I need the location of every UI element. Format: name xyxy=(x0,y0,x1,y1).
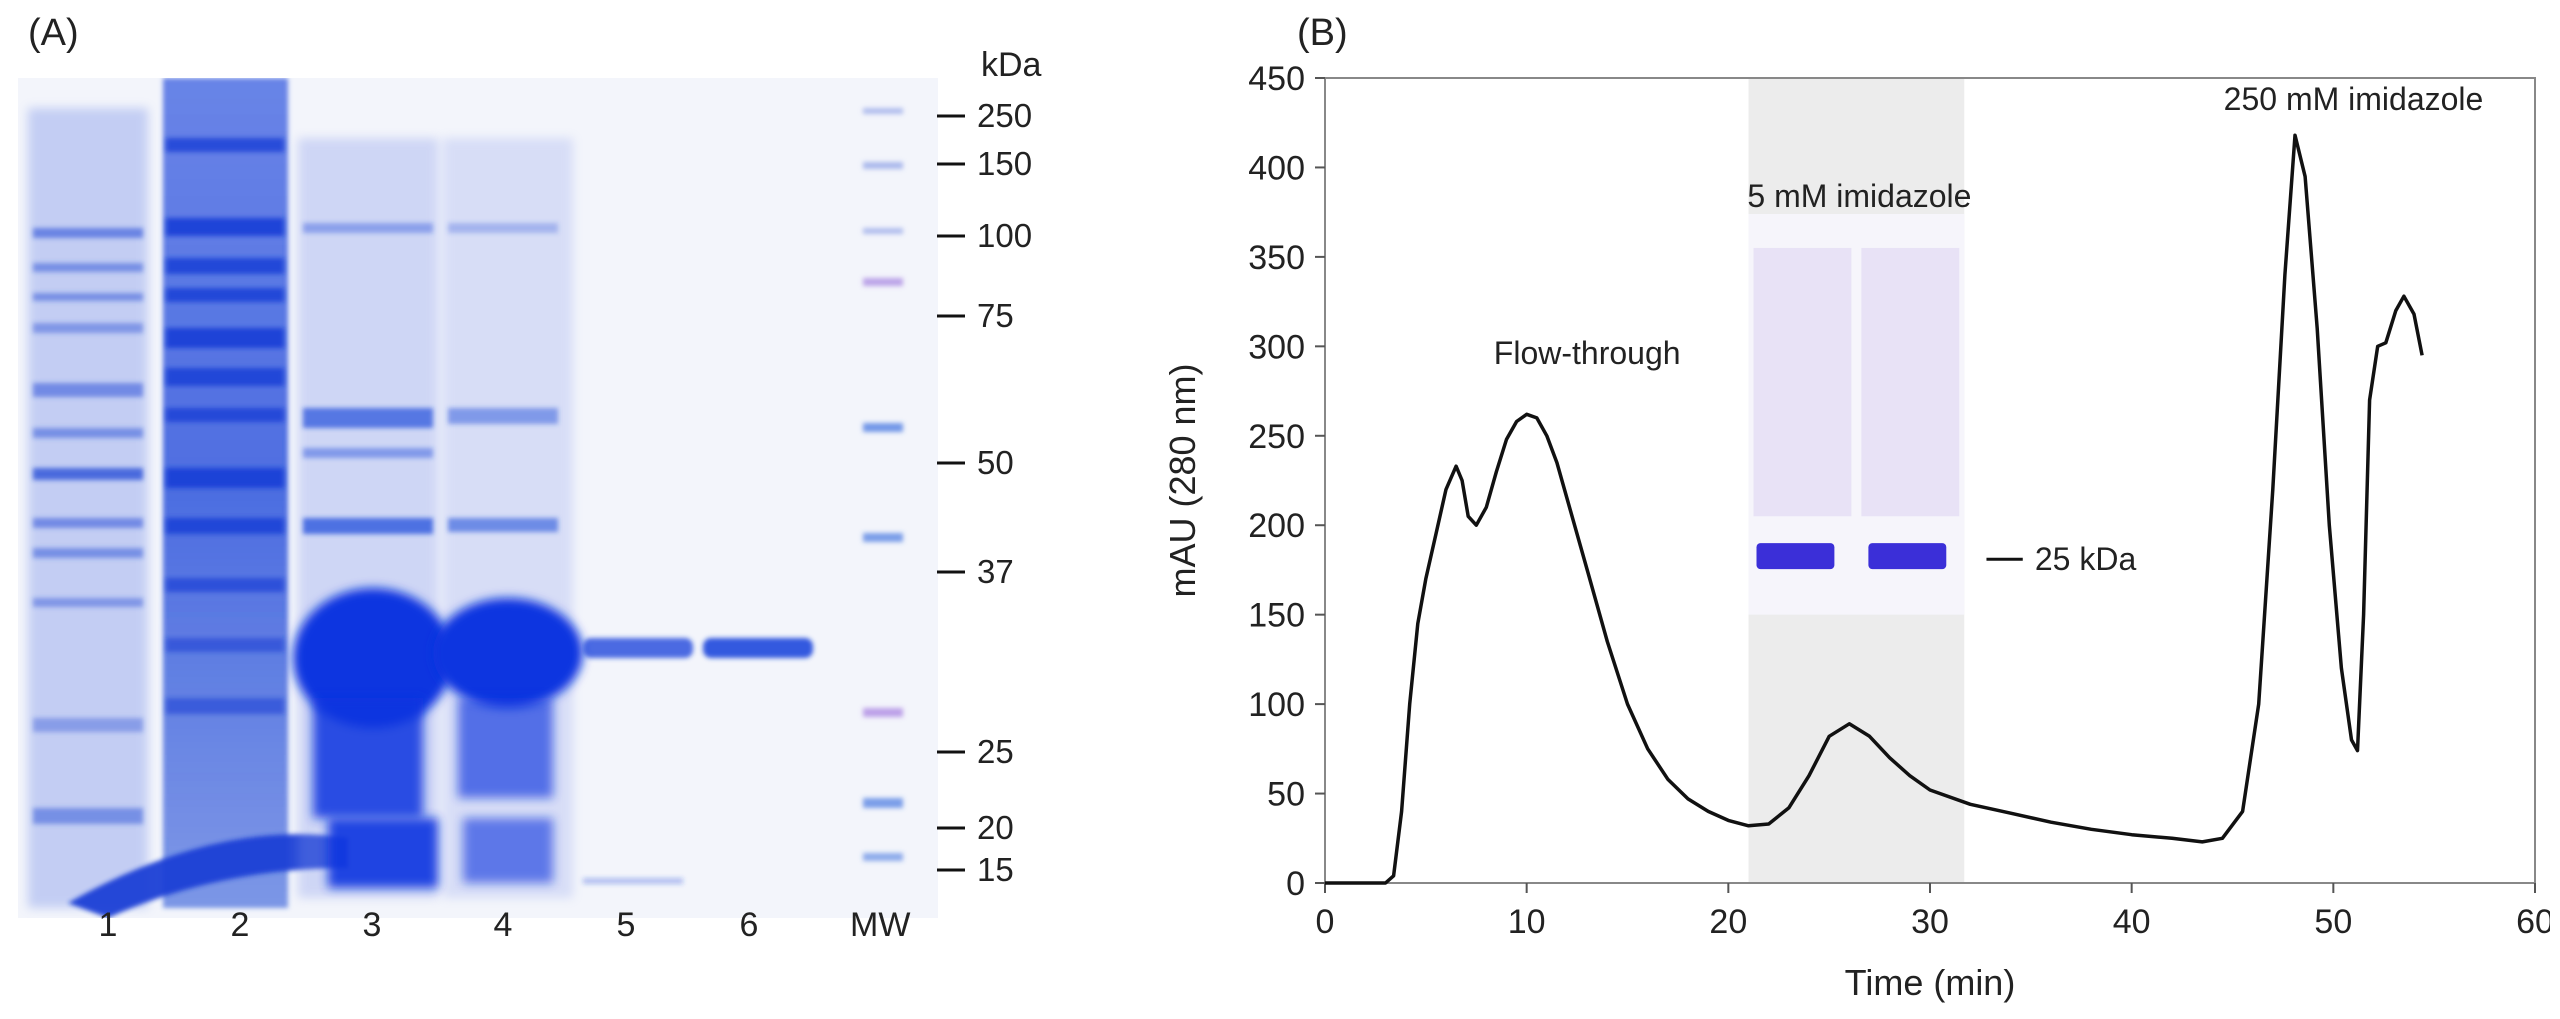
lane-5-6-bands xyxy=(583,638,813,884)
lane-label-4: 4 xyxy=(493,906,513,944)
mw-label-20: 20 xyxy=(977,809,1014,846)
sds-page-gel xyxy=(18,78,938,918)
mw-label-37: 37 xyxy=(977,553,1014,590)
lane-label-3: 3 xyxy=(362,906,382,944)
lane-3-bands xyxy=(303,223,433,534)
mw-marker-scale: kDa 250 150 100 75 50 37 25 20 15 xyxy=(937,46,1042,888)
inset-marker-label: 25 kDa xyxy=(2035,541,2137,577)
mw-label-250: 250 xyxy=(977,97,1032,134)
annotation-1: 5 mM imidazole xyxy=(1747,178,1971,214)
annotation-0: Flow-through xyxy=(1494,335,1681,371)
lane-4-bands xyxy=(448,223,558,532)
lane-label-mw: MW xyxy=(850,906,911,944)
chromatogram-chart: 25 kDa 0 50 100 150 200 250 300 350 400 450 0 10 20 30… xyxy=(1162,60,2550,1003)
y-tick-label-300: 300 xyxy=(1248,328,1305,366)
x-tick-label-10: 10 xyxy=(1508,903,1546,941)
y-tick-label-400: 400 xyxy=(1248,149,1305,187)
y-tick-label-450: 450 xyxy=(1248,60,1305,98)
lane-label-1: 1 xyxy=(98,906,118,944)
y-tick-label-250: 250 xyxy=(1248,418,1305,456)
lane-label-2: 2 xyxy=(230,906,250,944)
x-tick-label-60: 60 xyxy=(2516,903,2550,941)
gel-lane-1 xyxy=(28,108,148,908)
y-tick-label-50: 50 xyxy=(1267,776,1305,814)
panel-a-label: (A) xyxy=(28,12,79,54)
mw-label-100: 100 xyxy=(977,217,1032,254)
target-protein-band xyxy=(293,588,583,888)
lane-label-5: 5 xyxy=(616,906,636,944)
mw-label-25: 25 xyxy=(977,733,1014,770)
gel-lane-2 xyxy=(163,78,288,908)
mw-label-75: 75 xyxy=(977,297,1014,334)
x-tick-label-50: 50 xyxy=(2314,903,2352,941)
lane-1-bands xyxy=(33,228,143,824)
y-tick-label-0: 0 xyxy=(1286,865,1305,903)
mw-label-50: 50 xyxy=(977,444,1014,481)
lane-2-bands xyxy=(166,138,284,714)
x-tick-label-20: 20 xyxy=(1709,903,1747,941)
dye-front xyxy=(68,834,348,918)
x-axis-label: Time (min) xyxy=(1845,962,2016,1003)
mw-ladder-bands xyxy=(863,108,903,861)
y-tick-label-100: 100 xyxy=(1248,686,1305,724)
y-axis-label: mAU (280 nm) xyxy=(1162,363,1203,597)
mw-label-150: 150 xyxy=(977,145,1032,182)
inset-band-1 xyxy=(1756,543,1835,570)
lane-labels: 1 2 3 4 5 6 MW xyxy=(0,906,940,950)
mw-unit-label: kDa xyxy=(981,46,1042,84)
mw-label-15: 15 xyxy=(977,851,1014,888)
panel-b-label: (B) xyxy=(1297,12,1348,54)
annotation-2: 250 mM imidazole xyxy=(2224,81,2484,117)
x-tick-label-0: 0 xyxy=(1316,903,1335,941)
x-tick-label-40: 40 xyxy=(2113,903,2151,941)
y-tick-label-350: 350 xyxy=(1248,239,1305,277)
y-tick-label-150: 150 xyxy=(1248,597,1305,635)
inset-gel xyxy=(1748,213,1965,615)
y-tick-label-200: 200 xyxy=(1248,507,1305,545)
lane-label-6: 6 xyxy=(739,906,759,944)
inset-band-2 xyxy=(1868,543,1947,570)
x-tick-label-30: 30 xyxy=(1911,903,1949,941)
